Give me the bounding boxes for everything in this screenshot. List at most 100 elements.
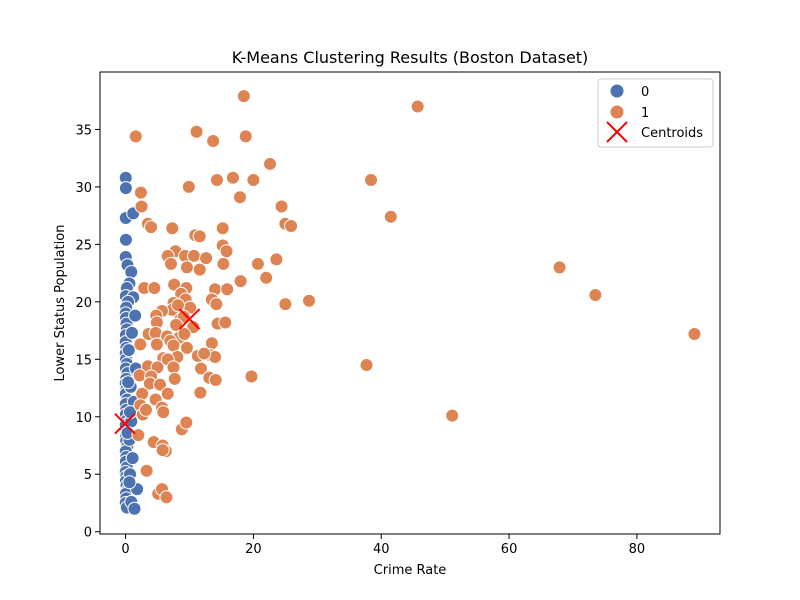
data-point-series-1 xyxy=(167,371,182,386)
data-point-series-1 xyxy=(179,415,194,430)
data-point-series-1 xyxy=(192,262,207,277)
legend-marker-centroids xyxy=(606,121,628,143)
data-point-series-1 xyxy=(263,156,278,171)
data-point-series-1 xyxy=(199,251,214,266)
x-axis-label: Crime Rate xyxy=(374,563,447,578)
legend-label-series-0: 0 xyxy=(641,85,649,100)
data-point-series-1 xyxy=(179,340,194,355)
data-point-series-1 xyxy=(155,443,170,458)
data-point-series-0 xyxy=(121,375,136,390)
data-point-series-1 xyxy=(133,337,148,352)
data-point-series-1 xyxy=(139,463,154,478)
data-point-series-1 xyxy=(192,229,207,244)
data-point-series-1 xyxy=(218,315,233,330)
y-tick-label: 25 xyxy=(75,238,92,253)
data-point-series-1 xyxy=(445,408,460,423)
data-point-series-1 xyxy=(232,190,247,205)
data-point-series-1 xyxy=(208,373,223,387)
data-point-series-1 xyxy=(359,358,374,373)
data-point-series-1 xyxy=(552,260,567,275)
data-point-series-0 xyxy=(124,325,139,340)
data-point-series-1 xyxy=(219,244,234,259)
data-point-series-1 xyxy=(170,298,185,313)
y-tick-label: 30 xyxy=(75,181,92,196)
data-point-series-1 xyxy=(181,179,196,194)
y-tick-label: 0 xyxy=(84,526,92,541)
data-point-series-1 xyxy=(186,248,201,263)
data-point-series-1 xyxy=(159,490,174,505)
data-point-series-1 xyxy=(244,369,259,384)
x-tick-label: 80 xyxy=(629,542,646,557)
data-point-series-0 xyxy=(128,308,143,323)
data-point-series-1 xyxy=(383,209,398,224)
data-point-series-1 xyxy=(177,327,192,342)
legend-label-series-1: 1 xyxy=(641,106,649,121)
data-point-series-0 xyxy=(122,475,137,490)
legend-centroid-x xyxy=(606,121,628,143)
data-point-series-1 xyxy=(233,274,248,289)
data-point-series-1 xyxy=(220,282,235,297)
data-point-series-1 xyxy=(209,173,224,188)
data-point-series-1 xyxy=(179,260,194,275)
data-point-series-1 xyxy=(149,337,164,352)
data-point-series-1 xyxy=(153,377,168,392)
data-point-series-0 xyxy=(124,264,139,279)
data-point-series-1 xyxy=(133,185,148,200)
data-point-series-0 xyxy=(125,451,140,466)
data-point-series-1 xyxy=(236,89,251,104)
data-point-series-0 xyxy=(121,343,136,358)
data-point-series-1 xyxy=(588,287,603,302)
data-point-series-0 xyxy=(118,232,133,247)
data-point-series-1 xyxy=(193,385,208,400)
y-axis: 0 5 10 15 20 25 30 35 xyxy=(75,123,100,541)
y-tick-label: 10 xyxy=(75,411,92,426)
data-point-series-1 xyxy=(302,293,317,308)
legend-marker-series-1 xyxy=(609,104,625,120)
data-point-series-1 xyxy=(238,129,253,144)
data-point-series-0 xyxy=(127,501,142,516)
data-point-series-1 xyxy=(274,199,289,214)
legend-marker-series-0 xyxy=(609,83,625,99)
data-point-series-1 xyxy=(160,386,175,401)
data-point-series-1 xyxy=(216,256,231,271)
y-tick-label: 20 xyxy=(75,296,92,311)
x-tick-label: 20 xyxy=(245,542,262,557)
data-point-series-1 xyxy=(193,361,208,376)
legend: 0 1 Centroids xyxy=(597,78,714,148)
centroids-layer xyxy=(114,308,201,435)
plot-area-frame xyxy=(99,71,721,535)
data-point-series-1 xyxy=(189,124,204,139)
data-point-series-1 xyxy=(259,270,274,285)
x-tick-label: 60 xyxy=(501,542,518,557)
data-point-series-1 xyxy=(139,402,154,417)
data-point-series-1 xyxy=(246,173,261,188)
data-point-series-1 xyxy=(144,220,159,235)
data-point-series-1 xyxy=(156,405,171,420)
centroid-marker xyxy=(178,308,201,330)
data-point-series-1 xyxy=(134,199,149,214)
data-point-series-1 xyxy=(166,360,181,375)
data-point-series-1 xyxy=(687,327,702,342)
data-point-series-1 xyxy=(410,99,425,114)
data-point-series-1 xyxy=(165,221,180,236)
data-point-series-1 xyxy=(209,297,224,312)
data-point-series-1 xyxy=(128,129,143,144)
y-tick-label: 15 xyxy=(75,353,92,368)
data-point-series-1 xyxy=(197,346,212,361)
data-point-series-1 xyxy=(269,252,284,267)
data-point-series-1 xyxy=(135,386,150,401)
data-point-series-1 xyxy=(131,428,146,443)
y-axis-label: Lower Status Population xyxy=(53,225,68,382)
data-point-series-1 xyxy=(215,221,230,236)
data-point-series-1 xyxy=(250,256,265,271)
data-point-series-1 xyxy=(284,219,299,233)
data-point-series-1 xyxy=(206,133,221,148)
x-tick-label: 40 xyxy=(373,542,390,557)
chart-title: K-Means Clustering Results (Boston Datas… xyxy=(232,48,589,67)
x-tick-label: 0 xyxy=(121,542,129,557)
legend-box xyxy=(597,78,714,148)
data-point-series-1 xyxy=(148,325,163,340)
data-point-series-1 xyxy=(163,256,178,271)
centroid-marker xyxy=(114,412,136,435)
